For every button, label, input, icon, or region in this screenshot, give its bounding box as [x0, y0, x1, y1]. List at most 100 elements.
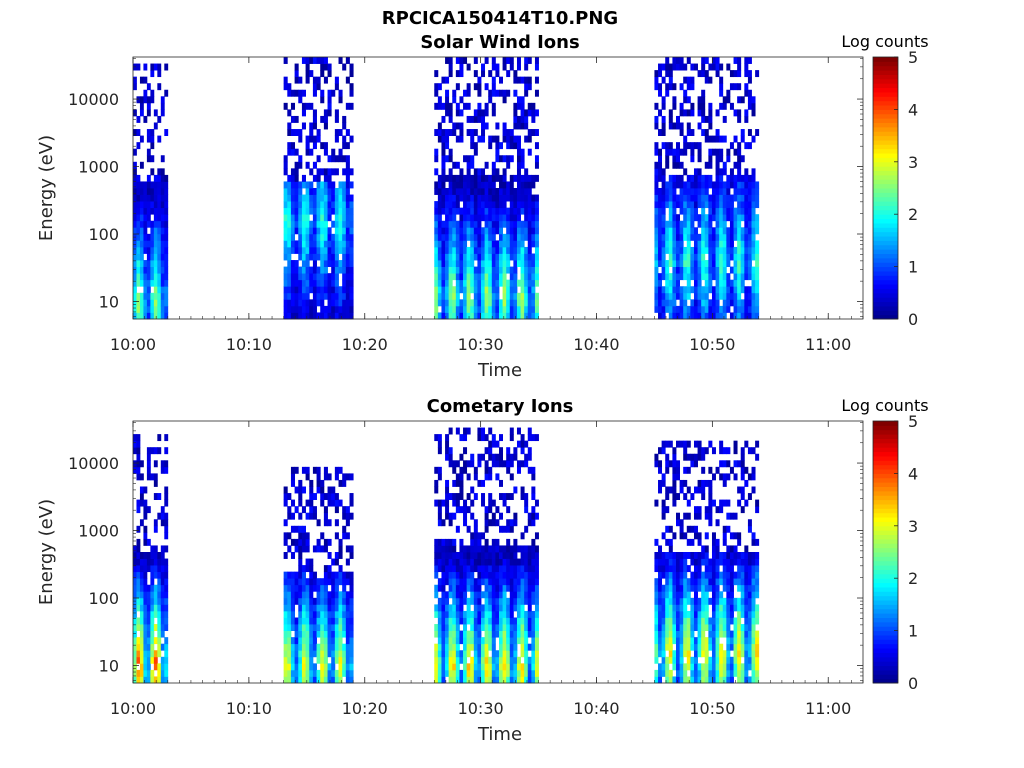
heatmap-cell [509, 434, 514, 442]
heatmap-cell [715, 292, 720, 300]
heatmap-cell [491, 135, 496, 143]
heatmap-cell [334, 473, 339, 481]
heatmap-cell [744, 584, 749, 592]
heatmap-cell [312, 279, 317, 287]
heatmap-cell [690, 493, 695, 500]
heatmap-cell [434, 102, 439, 110]
heatmap-cell [143, 273, 148, 281]
heatmap-cell [661, 558, 666, 566]
heatmap-cell [686, 260, 691, 267]
heatmap-cell [434, 624, 439, 631]
heatmap-cell [726, 279, 731, 287]
heatmap-cell [298, 637, 303, 645]
heatmap-cell [477, 604, 482, 612]
y-axis-label: Energy (eV) [36, 135, 57, 241]
heatmap-cell [744, 617, 749, 625]
heatmap-cell [294, 299, 299, 307]
heatmap-cell [527, 552, 532, 559]
heatmap-cell [668, 460, 673, 468]
heatmap-cell [334, 656, 339, 664]
heatmap-cell [747, 630, 752, 638]
heatmap-cell [481, 273, 486, 281]
heatmap-cell [323, 260, 328, 267]
heatmap-cell [506, 233, 511, 241]
heatmap-cell [534, 76, 539, 84]
heatmap-cell [654, 299, 659, 307]
heatmap-cell [686, 565, 691, 573]
heatmap-cell [283, 663, 288, 671]
heatmap-cell [445, 630, 450, 638]
heatmap-cell [287, 83, 292, 91]
heatmap-cell [676, 148, 680, 156]
heatmap-cell [524, 188, 529, 195]
heatmap-cell [502, 299, 507, 307]
heatmap-cell [488, 201, 493, 209]
heatmap-cell [729, 142, 734, 150]
heatmap-cell [524, 83, 529, 91]
heatmap-cell [654, 460, 659, 468]
heatmap-cell [452, 676, 457, 684]
heatmap-cell [672, 83, 677, 91]
heatmap-cell [327, 279, 332, 287]
heatmap-cell [349, 246, 354, 254]
heatmap-cell [143, 591, 148, 599]
colorbar-step [873, 161, 898, 167]
heatmap-cell [342, 220, 347, 228]
plot-frame [132, 420, 864, 684]
heatmap-cell [719, 83, 724, 91]
heatmap-cell [729, 669, 734, 677]
heatmap-cell [301, 663, 306, 671]
heatmap-cell [751, 473, 756, 481]
heatmap-cell [294, 486, 299, 494]
heatmap-cell [495, 305, 500, 313]
heatmap-cell [327, 493, 332, 500]
heatmap-cell [477, 597, 482, 605]
heatmap-cell [143, 676, 148, 684]
colorbar-step [873, 74, 898, 80]
heatmap-cell [448, 188, 453, 195]
heatmap-cell [470, 512, 475, 520]
heatmap-cell [491, 220, 496, 228]
heatmap-cell [686, 240, 691, 248]
heatmap-cell [477, 637, 482, 645]
heatmap-cell [531, 305, 536, 313]
heatmap-cell [323, 571, 328, 579]
heatmap-cell [338, 552, 343, 559]
heatmap-cell [133, 617, 137, 625]
heatmap-cell [133, 266, 137, 274]
heatmap-cell [499, 545, 503, 553]
heatmap-cell [331, 617, 336, 625]
heatmap-cell [305, 246, 310, 254]
heatmap-cell [668, 525, 673, 533]
heatmap-cell [711, 447, 716, 455]
heatmap-cell [334, 610, 339, 618]
heatmap-cell [312, 610, 317, 618]
heatmap-cell [744, 227, 749, 235]
heatmap-cell [683, 663, 688, 671]
heatmap-cell [495, 440, 500, 448]
heatmap-cell [334, 227, 339, 235]
heatmap-cell [290, 624, 296, 631]
heatmap-cell [146, 591, 151, 599]
heatmap-cell [704, 188, 709, 195]
heatmap-cell [320, 214, 325, 222]
heatmap-cell [654, 597, 659, 605]
heatmap-cell [722, 266, 727, 274]
heatmap-cell [708, 466, 713, 474]
heatmap-cell [312, 292, 317, 300]
heatmap-cell [701, 669, 706, 677]
heatmap-cell [488, 519, 493, 527]
heatmap-cell [506, 246, 511, 254]
heatmap-cell [672, 486, 677, 494]
heatmap-cell [301, 305, 306, 313]
heatmap-cell [751, 669, 756, 677]
heatmap-cell [527, 83, 532, 91]
heatmap-cell [697, 174, 702, 182]
colorbar-step [873, 288, 898, 294]
heatmap-cell [473, 545, 478, 553]
heatmap-cell [133, 591, 137, 599]
heatmap-cell [527, 240, 532, 248]
heatmap-cell [312, 578, 317, 586]
heatmap-cell [686, 253, 691, 261]
heatmap-cell [686, 466, 691, 474]
